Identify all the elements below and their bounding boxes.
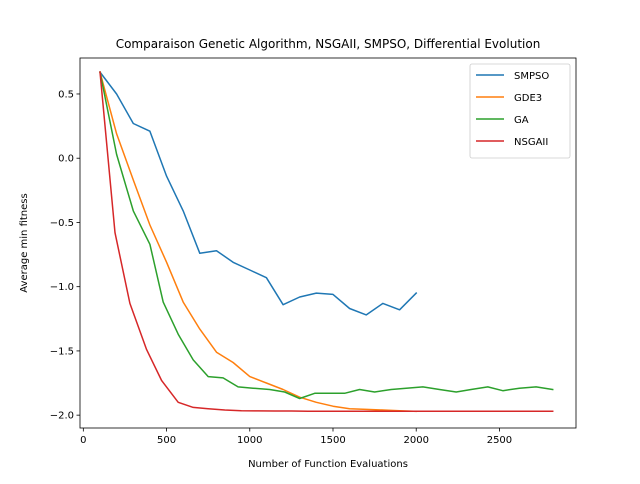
legend-label: GA <box>514 115 529 126</box>
legend-label: GDE3 <box>514 93 542 104</box>
y-tick-label: −1.0 <box>50 282 74 293</box>
plot-frame <box>79 57 577 429</box>
legend: SMPSO GDE3 GA NSGAII <box>469 63 571 159</box>
plot-series-group <box>98 71 554 413</box>
y-tick-label: 0.0 <box>58 154 74 165</box>
y-tick-label: −0.5 <box>50 218 74 229</box>
series-line-smpso <box>98 71 418 316</box>
y-axis-label: Average min fitness <box>19 193 30 292</box>
y-axis-ticks: −2.0 −1.5 −1.0 −0.5 0.0 0.5 <box>50 89 80 422</box>
x-tick-label: 1000 <box>237 435 262 446</box>
legend-box <box>469 63 571 159</box>
x-axis-label: Number of Function Evaluations <box>248 459 408 470</box>
x-tick-label: 1500 <box>320 435 345 446</box>
series-line-gde3 <box>99 71 417 413</box>
y-tick-label: −1.5 <box>50 346 74 357</box>
x-axis-ticks: 0 500 1000 1500 2000 2500 <box>80 428 512 446</box>
x-tick-label: 0 <box>80 435 86 446</box>
chart-title: Comparaison Genetic Algorithm, NSGAII, S… <box>116 37 541 51</box>
series-line-nsgaii <box>99 71 554 413</box>
y-tick-label: −2.0 <box>50 411 74 422</box>
legend-label: SMPSO <box>514 71 549 82</box>
x-tick-label: 2000 <box>403 435 428 446</box>
x-tick-label: 2500 <box>487 435 512 446</box>
series-line-ga <box>99 71 554 400</box>
legend-label: NSGAII <box>514 137 548 148</box>
y-tick-label: 0.5 <box>58 89 74 100</box>
x-tick-label: 500 <box>157 435 176 446</box>
